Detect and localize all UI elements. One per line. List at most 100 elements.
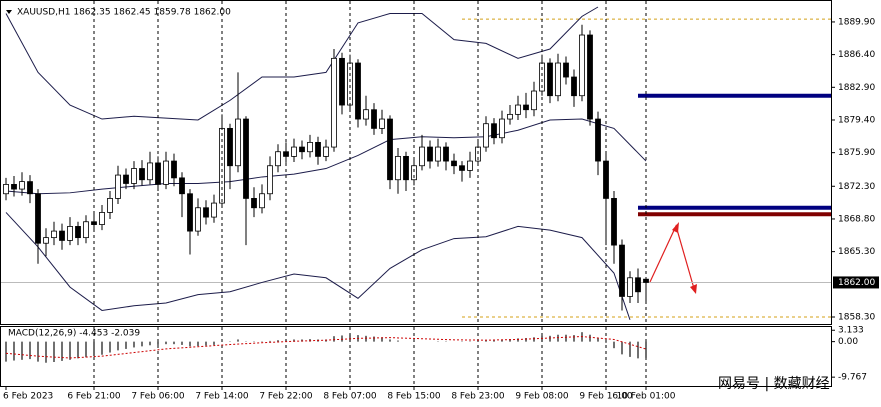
candle-body (51, 230, 57, 239)
candle-body (67, 226, 73, 241)
candle-body (563, 62, 569, 78)
candle-body (331, 57, 337, 148)
candle-body (379, 118, 385, 129)
candle-body (339, 57, 345, 106)
y-tick-label: 1875.90 (838, 148, 875, 158)
candle-body (587, 34, 593, 120)
arrow-head (690, 284, 697, 294)
candle-body (59, 230, 65, 241)
y-tick-label: 1872.30 (838, 182, 875, 192)
candle-body (83, 221, 89, 239)
candle-body (251, 198, 257, 209)
candle-body (115, 174, 121, 199)
candle-body (307, 141, 313, 153)
candle-body (155, 162, 161, 185)
candle-body (555, 62, 561, 97)
candle-body (451, 160, 457, 167)
arrow-head (672, 222, 679, 233)
candle-body (603, 160, 609, 199)
candle-body (571, 76, 577, 97)
candle-body (291, 146, 297, 157)
macd-title: MACD(12,26,9) -4.453 -2.039 (8, 329, 140, 339)
candle-body (523, 104, 529, 111)
candle-body (211, 202, 217, 218)
x-tick-label: 7 Feb 06:00 (131, 392, 185, 402)
x-tick-label: 8 Feb 15:00 (387, 392, 441, 402)
candle-body (483, 123, 489, 148)
macd-frame (0, 326, 832, 387)
last-price-label: 1862.00 (838, 278, 875, 288)
candle-body (387, 118, 393, 181)
candle-body (635, 277, 641, 293)
arrow (649, 222, 697, 294)
candle-body (499, 118, 505, 139)
bollinger-band (5, 212, 631, 320)
bollinger-band (5, 6, 599, 121)
candle-body (427, 146, 433, 162)
x-tick-label: 8 Feb 23:00 (451, 392, 505, 402)
x-tick-label: 7 Feb 22:00 (259, 392, 313, 402)
candle-body (19, 181, 25, 190)
candle-body (611, 198, 617, 246)
candle-body (355, 62, 361, 120)
candle-body (627, 277, 633, 297)
candle-body (275, 151, 281, 167)
candle-body (435, 146, 441, 162)
x-tick-label: 8 Feb 07:00 (323, 392, 377, 402)
candle-body (491, 123, 497, 139)
x-tick-label: 9 Feb 08:00 (515, 392, 569, 402)
x-tick-label: 9 Feb 16:00 (579, 392, 633, 402)
candle-body (147, 162, 153, 181)
candle-body (131, 168, 137, 184)
candle-body (259, 193, 265, 209)
candle-body (171, 160, 177, 179)
main-frame (0, 0, 832, 325)
x-tick-label: 6 Feb 21:00 (67, 392, 121, 402)
candle-body (315, 141, 321, 157)
candle-body (187, 193, 193, 232)
candle-body (403, 155, 409, 181)
y-tick-label: 0.00 (838, 337, 858, 347)
candle-body (267, 165, 273, 195)
bollinger-band (5, 118, 647, 195)
candle-body (395, 155, 401, 181)
last-price-badge (833, 276, 879, 289)
y-tick-label: 1882.90 (838, 83, 875, 93)
candle-body (27, 181, 33, 195)
candle-body (179, 177, 185, 195)
y-tick-label: 1886.40 (838, 50, 875, 60)
candle-body (459, 165, 465, 171)
y-tick-label: 1879.40 (838, 115, 875, 125)
y-tick-label: 1889.90 (838, 17, 875, 27)
candle-body (99, 212, 105, 225)
menu-icon[interactable] (6, 10, 12, 14)
candle-body (443, 146, 449, 162)
candle-body (531, 90, 537, 111)
candle-body (419, 146, 425, 167)
y-tick-label: 1868.80 (838, 214, 875, 224)
candle-body (107, 198, 113, 213)
x-tick-label: 10 Feb 01:00 (616, 392, 675, 402)
macd-plot (5, 332, 647, 363)
chart-title: XAUUSD,H1 1862.35 1862.45 1859.78 1862.0… (17, 8, 231, 18)
candle-body (11, 184, 17, 190)
candle-body (3, 184, 9, 195)
candle-body (139, 168, 145, 181)
x-tick-label: 6 Feb 2023 (3, 392, 53, 402)
candle-body (35, 193, 41, 244)
candle-body (515, 104, 521, 115)
candle-body (235, 118, 241, 167)
signal-line (5, 336, 647, 359)
candle-body (595, 118, 601, 162)
watermark: 网易号 | 数藏财经 (718, 376, 830, 392)
candle-body (163, 160, 169, 185)
candle-body (243, 118, 249, 199)
y-tick-label: 1865.30 (838, 247, 875, 257)
candle-body (43, 237, 49, 244)
candle-body (619, 244, 625, 297)
candle-body (323, 146, 329, 157)
candle-body (123, 174, 129, 184)
candle-body (363, 109, 369, 120)
y-tick-label: -9.767 (838, 373, 867, 383)
candle-body (547, 62, 553, 97)
